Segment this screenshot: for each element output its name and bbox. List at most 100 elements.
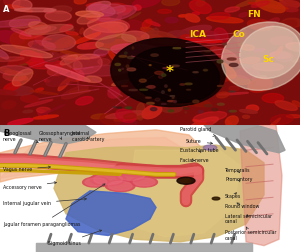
Ellipse shape bbox=[47, 64, 71, 76]
Ellipse shape bbox=[252, 63, 283, 71]
Ellipse shape bbox=[100, 113, 123, 125]
Ellipse shape bbox=[86, 3, 101, 6]
Ellipse shape bbox=[108, 51, 120, 65]
Ellipse shape bbox=[241, 45, 254, 50]
Ellipse shape bbox=[236, 68, 259, 79]
Ellipse shape bbox=[45, 11, 71, 21]
Text: Parotid gland: Parotid gland bbox=[180, 127, 215, 136]
Ellipse shape bbox=[275, 52, 293, 61]
Ellipse shape bbox=[198, 110, 203, 113]
Ellipse shape bbox=[227, 58, 236, 60]
Ellipse shape bbox=[249, 3, 288, 9]
Ellipse shape bbox=[203, 145, 217, 150]
Ellipse shape bbox=[212, 197, 220, 200]
Ellipse shape bbox=[82, 177, 109, 187]
Ellipse shape bbox=[275, 101, 297, 110]
Ellipse shape bbox=[80, 28, 84, 34]
Ellipse shape bbox=[44, 9, 54, 13]
Ellipse shape bbox=[238, 29, 247, 46]
Ellipse shape bbox=[110, 3, 125, 8]
Ellipse shape bbox=[164, 87, 172, 91]
Ellipse shape bbox=[20, 95, 39, 103]
Text: A: A bbox=[3, 5, 10, 14]
Ellipse shape bbox=[146, 43, 176, 52]
Ellipse shape bbox=[140, 89, 148, 90]
Polygon shape bbox=[0, 125, 96, 144]
Ellipse shape bbox=[25, 100, 53, 107]
Ellipse shape bbox=[230, 110, 236, 112]
Ellipse shape bbox=[64, 41, 74, 44]
Ellipse shape bbox=[37, 107, 50, 113]
Ellipse shape bbox=[129, 12, 141, 19]
Ellipse shape bbox=[159, 75, 163, 78]
Ellipse shape bbox=[61, 86, 88, 99]
Text: FN: FN bbox=[247, 11, 260, 19]
Polygon shape bbox=[126, 148, 240, 237]
Ellipse shape bbox=[9, 16, 40, 28]
Ellipse shape bbox=[165, 85, 167, 87]
Ellipse shape bbox=[116, 5, 133, 12]
Ellipse shape bbox=[127, 58, 152, 67]
Ellipse shape bbox=[107, 24, 124, 33]
Ellipse shape bbox=[286, 43, 300, 51]
Ellipse shape bbox=[141, 27, 154, 32]
Ellipse shape bbox=[74, 33, 101, 44]
Ellipse shape bbox=[162, 74, 166, 76]
Ellipse shape bbox=[60, 50, 90, 59]
Ellipse shape bbox=[45, 65, 90, 82]
Ellipse shape bbox=[133, 0, 160, 8]
Ellipse shape bbox=[19, 57, 42, 65]
Ellipse shape bbox=[129, 66, 148, 72]
Ellipse shape bbox=[196, 0, 205, 6]
Ellipse shape bbox=[146, 97, 151, 98]
Ellipse shape bbox=[158, 9, 171, 13]
Ellipse shape bbox=[226, 120, 234, 129]
Ellipse shape bbox=[124, 114, 136, 119]
Ellipse shape bbox=[70, 57, 79, 61]
Ellipse shape bbox=[119, 171, 145, 180]
Text: Hypoglossal
nerve: Hypoglossal nerve bbox=[3, 131, 38, 143]
Ellipse shape bbox=[214, 48, 238, 62]
Ellipse shape bbox=[283, 7, 298, 12]
Ellipse shape bbox=[193, 72, 198, 73]
Ellipse shape bbox=[142, 64, 151, 67]
Ellipse shape bbox=[270, 52, 291, 58]
Text: Promontory: Promontory bbox=[225, 177, 252, 182]
Polygon shape bbox=[54, 145, 264, 242]
Ellipse shape bbox=[0, 57, 24, 61]
Ellipse shape bbox=[248, 19, 273, 30]
Ellipse shape bbox=[114, 113, 151, 121]
Ellipse shape bbox=[66, 31, 78, 35]
Ellipse shape bbox=[228, 75, 250, 85]
Ellipse shape bbox=[40, 43, 68, 47]
Ellipse shape bbox=[4, 82, 20, 91]
Ellipse shape bbox=[74, 0, 86, 4]
Ellipse shape bbox=[211, 47, 218, 52]
Ellipse shape bbox=[115, 36, 146, 40]
Ellipse shape bbox=[111, 44, 164, 57]
Ellipse shape bbox=[209, 75, 230, 82]
Ellipse shape bbox=[99, 19, 115, 28]
Ellipse shape bbox=[86, 1, 110, 12]
Ellipse shape bbox=[84, 76, 102, 82]
Ellipse shape bbox=[23, 110, 33, 113]
Ellipse shape bbox=[125, 107, 132, 109]
Ellipse shape bbox=[69, 28, 74, 31]
Ellipse shape bbox=[136, 59, 154, 69]
Ellipse shape bbox=[217, 103, 224, 105]
Ellipse shape bbox=[242, 115, 250, 118]
Ellipse shape bbox=[139, 40, 151, 56]
Ellipse shape bbox=[279, 0, 286, 4]
Ellipse shape bbox=[149, 38, 164, 40]
Ellipse shape bbox=[155, 98, 160, 101]
Ellipse shape bbox=[0, 49, 12, 62]
Text: ICA: ICA bbox=[190, 30, 206, 39]
Ellipse shape bbox=[130, 57, 140, 62]
Ellipse shape bbox=[24, 53, 55, 62]
Ellipse shape bbox=[151, 108, 157, 111]
Ellipse shape bbox=[204, 63, 219, 71]
Ellipse shape bbox=[42, 35, 76, 50]
Ellipse shape bbox=[146, 86, 152, 87]
Ellipse shape bbox=[90, 173, 126, 186]
Ellipse shape bbox=[146, 28, 158, 41]
